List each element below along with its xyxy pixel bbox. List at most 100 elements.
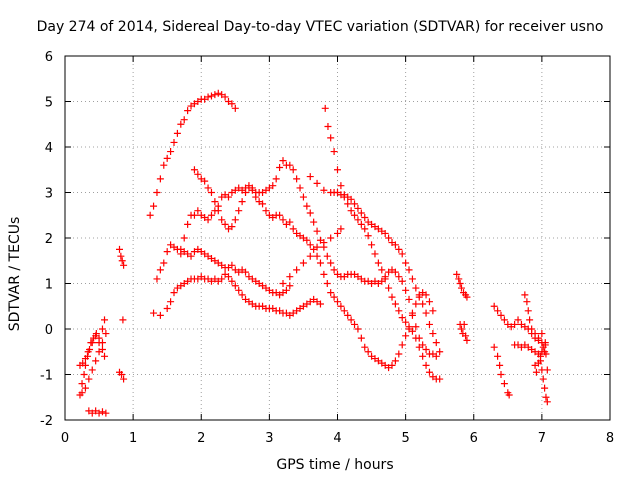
y-tick-label: 0 bbox=[45, 323, 53, 338]
x-tick-label: 2 bbox=[197, 431, 205, 446]
data-point bbox=[494, 352, 502, 360]
data-point bbox=[490, 302, 498, 310]
data-point bbox=[334, 298, 341, 306]
data-point bbox=[542, 350, 550, 358]
data-point bbox=[102, 409, 110, 417]
data-point bbox=[118, 257, 126, 265]
data-point bbox=[120, 375, 128, 383]
x-tick-label: 8 bbox=[606, 431, 614, 446]
data-point bbox=[299, 259, 307, 267]
data-point bbox=[242, 268, 250, 276]
data-point bbox=[361, 225, 369, 233]
data-point bbox=[293, 175, 301, 183]
data-point bbox=[347, 207, 355, 215]
data-point bbox=[150, 309, 158, 317]
data-point bbox=[323, 280, 331, 287]
data-point bbox=[541, 339, 549, 347]
data-point bbox=[337, 225, 345, 233]
data-point bbox=[354, 325, 362, 333]
data-point bbox=[80, 371, 88, 378]
data-point bbox=[98, 408, 106, 416]
data-point bbox=[398, 277, 406, 285]
data-point bbox=[511, 320, 519, 328]
data-point bbox=[150, 202, 158, 210]
x-tick-label: 5 bbox=[401, 431, 409, 446]
data-point bbox=[351, 320, 359, 328]
data-point bbox=[357, 220, 365, 228]
data-point bbox=[279, 157, 287, 165]
data-point bbox=[537, 352, 545, 360]
data-point bbox=[279, 280, 287, 287]
data-point bbox=[242, 189, 250, 196]
data-point bbox=[398, 314, 406, 322]
data-point bbox=[310, 218, 318, 226]
data-point bbox=[95, 409, 103, 417]
data-point bbox=[88, 366, 96, 374]
data-point bbox=[395, 273, 403, 281]
data-point bbox=[90, 334, 98, 342]
data-point bbox=[248, 186, 256, 194]
data-point bbox=[303, 236, 311, 244]
data-point bbox=[120, 261, 128, 269]
data-point bbox=[289, 166, 297, 174]
data-point bbox=[395, 245, 403, 253]
data-point bbox=[238, 198, 246, 206]
data-point bbox=[211, 91, 219, 99]
data-point bbox=[381, 275, 389, 283]
data-point bbox=[543, 366, 551, 374]
data-point bbox=[204, 216, 212, 224]
data-point bbox=[316, 259, 324, 267]
data-point bbox=[543, 398, 551, 406]
data-point bbox=[344, 200, 352, 208]
data-point bbox=[463, 293, 471, 301]
x-tick-label: 7 bbox=[538, 431, 546, 446]
data-point bbox=[238, 291, 246, 299]
data-point bbox=[463, 336, 471, 344]
data-point bbox=[204, 93, 212, 101]
data-point bbox=[286, 273, 294, 281]
data-point bbox=[163, 154, 171, 162]
data-point bbox=[221, 93, 229, 101]
data-point bbox=[330, 293, 338, 301]
data-point bbox=[231, 282, 239, 290]
data-point bbox=[539, 375, 547, 383]
data-point bbox=[327, 259, 335, 267]
data-point bbox=[95, 348, 103, 356]
data-point bbox=[330, 266, 338, 274]
data-point bbox=[490, 343, 498, 351]
data-point bbox=[221, 220, 229, 228]
data-point bbox=[456, 280, 464, 287]
data-point bbox=[269, 182, 277, 190]
data-point bbox=[425, 320, 433, 328]
data-point bbox=[218, 275, 226, 283]
data-point bbox=[167, 148, 175, 156]
data-point bbox=[184, 107, 192, 115]
y-tick-label: 5 bbox=[45, 96, 53, 111]
data-point bbox=[321, 104, 329, 112]
data-point bbox=[207, 189, 215, 196]
data-point bbox=[388, 361, 396, 369]
data-point bbox=[78, 389, 86, 397]
data-point bbox=[408, 275, 416, 283]
data-point bbox=[156, 266, 164, 274]
data-point bbox=[306, 173, 314, 181]
data-point bbox=[87, 339, 95, 347]
data-point bbox=[173, 129, 181, 137]
data-point bbox=[514, 316, 522, 324]
data-point bbox=[412, 284, 420, 292]
data-point bbox=[170, 289, 178, 297]
data-point bbox=[320, 186, 328, 194]
data-point bbox=[405, 266, 413, 274]
data-point bbox=[228, 277, 236, 285]
data-point bbox=[381, 229, 389, 237]
data-point bbox=[395, 307, 403, 315]
data-point bbox=[177, 120, 185, 128]
data-point bbox=[398, 341, 406, 349]
chart-title: Day 274 of 2014, Sidereal Day-to-day VTE… bbox=[36, 19, 604, 35]
data-point bbox=[436, 348, 444, 356]
data-point bbox=[184, 220, 192, 228]
data-point bbox=[539, 343, 547, 351]
data-point bbox=[334, 229, 341, 237]
data-point bbox=[116, 245, 123, 253]
data-point bbox=[364, 232, 372, 240]
